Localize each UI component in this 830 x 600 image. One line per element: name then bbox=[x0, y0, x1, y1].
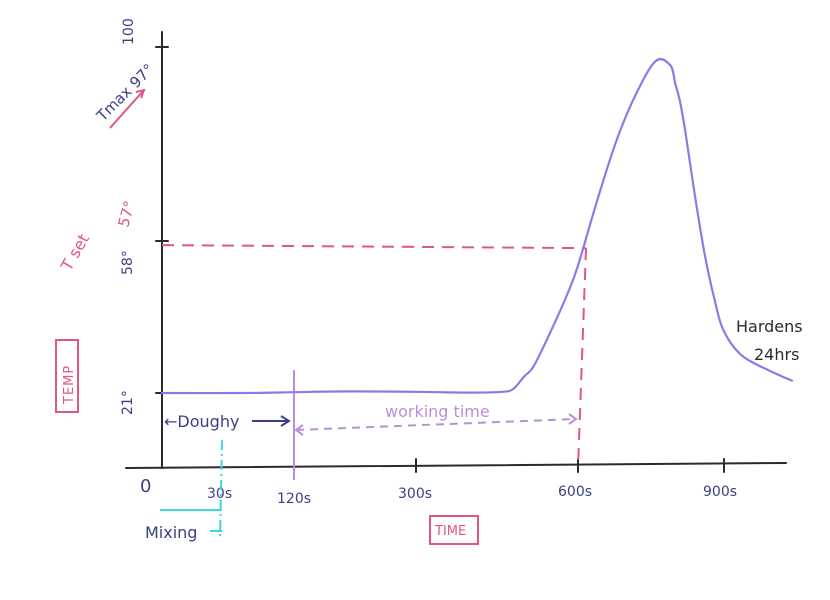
x-tick-30 bbox=[219, 439, 223, 541]
x-tick-label-120s: 120s bbox=[277, 491, 311, 507]
tset-label: T set bbox=[57, 230, 94, 274]
y-axis-title-box bbox=[55, 339, 79, 413]
doughy-arrow-head bbox=[280, 415, 291, 427]
chart-marks bbox=[155, 46, 794, 541]
reference-line-600s bbox=[577, 248, 587, 469]
working-time-arrow-left-head bbox=[294, 424, 304, 436]
x-tick-label-300s: 300s bbox=[398, 486, 432, 502]
series-line-0 bbox=[160, 57, 794, 395]
y-tick-label-100: 100 bbox=[121, 18, 137, 45]
x-tick-label-600s: 600s bbox=[558, 484, 592, 500]
tmax-label: Tmax 97° bbox=[92, 60, 157, 125]
mixing-label: Mixing bbox=[145, 523, 197, 542]
x-tick-label-30s: 30s bbox=[207, 486, 232, 502]
tmax-arrow-head bbox=[135, 88, 146, 99]
working-time-arrow bbox=[295, 418, 577, 431]
y-axis-title: TEMP bbox=[62, 365, 77, 405]
y-tick-label-21: 21° bbox=[120, 390, 136, 415]
reference-line-tset bbox=[161, 244, 587, 250]
tset-value-label: 57° bbox=[114, 199, 138, 229]
working-time-arrow-right-head bbox=[568, 413, 578, 425]
origin-label: 0 bbox=[140, 476, 151, 497]
doughy-label: ←Doughy bbox=[164, 412, 239, 431]
x-axis-title: TIME bbox=[434, 524, 466, 539]
hardens-label: Hardens bbox=[736, 317, 803, 336]
y-tick-label-58: 58° bbox=[120, 250, 136, 275]
x-axis-title-box bbox=[429, 515, 479, 545]
working-time-label: working time bbox=[385, 402, 490, 421]
hardens-time-label: 24hrs bbox=[754, 345, 799, 364]
x-tick-label-900s: 900s bbox=[703, 484, 737, 500]
tmax-arrow bbox=[109, 89, 145, 129]
x-axis bbox=[125, 462, 787, 469]
